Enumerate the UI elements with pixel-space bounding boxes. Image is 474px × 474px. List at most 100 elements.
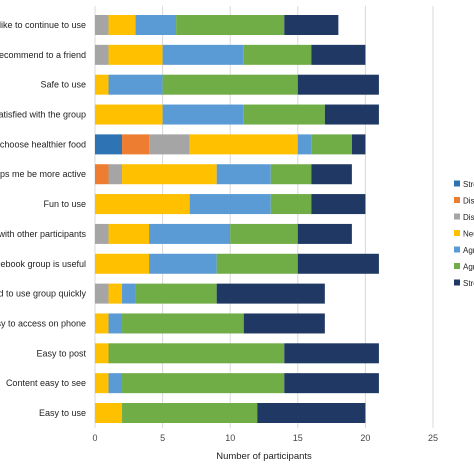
legend-label: Agre [463, 246, 474, 255]
bar-segment [216, 164, 271, 185]
bar-segment [257, 403, 366, 423]
bar-segment [297, 134, 312, 155]
legend-swatch [454, 197, 460, 203]
bar-segment [95, 223, 109, 244]
bar-segment [108, 223, 150, 244]
bar-segment [149, 134, 190, 155]
bar-segment [95, 194, 190, 215]
legend: Stro Disa Disa Neu Agre Agre Stro [454, 180, 474, 288]
bar-segment [230, 223, 298, 244]
bar-segment [95, 134, 123, 155]
bar-segment [189, 194, 271, 215]
bar-segment [108, 74, 163, 95]
bar-segment [216, 283, 325, 304]
category-label: Easy to post [36, 348, 86, 358]
bar-segment [95, 313, 109, 334]
bar-segment [311, 194, 366, 215]
bar-segment [270, 164, 312, 185]
bar-segment [149, 223, 231, 244]
bar-segment [108, 283, 123, 304]
bar-segment [351, 134, 366, 155]
category-labels: I like to continue to use recommend to a … [0, 20, 86, 418]
legend-label: Stro [463, 279, 474, 288]
bar-segment [108, 373, 123, 394]
category-label: e choose healthier food [0, 139, 86, 149]
category-label: Fun to use [43, 199, 86, 209]
bar-segment [122, 134, 150, 155]
bar-segment [297, 253, 379, 274]
bars [95, 15, 379, 423]
legend-label: Disa [463, 213, 474, 222]
bar-segment [95, 104, 163, 125]
bar-segment [243, 44, 312, 65]
bar-segment [311, 134, 352, 155]
bar-segment [162, 104, 244, 125]
category-label: recommend to a friend [0, 50, 86, 60]
category-label: Safe to use [40, 80, 86, 90]
legend-label: Disa [463, 197, 474, 206]
bar-segment [122, 164, 217, 185]
category-label: Satisfied with the group [0, 110, 86, 120]
legend-swatch [454, 246, 460, 253]
bar-segment [108, 44, 163, 65]
x-tick-label: 15 [293, 433, 303, 443]
bar-segment [135, 15, 177, 35]
bar-segment [122, 313, 244, 334]
legend-swatch [454, 230, 460, 236]
category-label: I like to continue to use [0, 20, 86, 30]
bar-segment [189, 134, 298, 155]
category-label: Easy to use [39, 408, 86, 418]
bar-segment [243, 313, 325, 334]
bar-segment [176, 15, 285, 35]
x-tick-labels: 0 5 10 15 20 25 [92, 433, 438, 443]
bar-segment [149, 253, 217, 274]
bar-segment [95, 403, 123, 423]
bar-segment [311, 44, 366, 65]
bar-segment [108, 343, 285, 364]
bar-segment [95, 74, 109, 95]
x-axis-title: Number of participants [216, 451, 312, 462]
bar-segment [284, 373, 379, 394]
bar-segment [108, 164, 123, 185]
legend-swatch [454, 263, 460, 269]
category-label: asy to access on phone [0, 318, 86, 328]
bar-segment [95, 343, 109, 364]
bar-segment [95, 373, 109, 394]
bar-segment [135, 283, 217, 304]
bar-segment [243, 104, 325, 125]
bar-segment [122, 373, 285, 394]
bar-segment [284, 343, 379, 364]
x-tick-label: 25 [428, 433, 438, 443]
legend-swatch [454, 279, 460, 286]
x-tick-label: 0 [92, 433, 97, 443]
bar-segment [122, 403, 258, 423]
bar-segment [216, 253, 298, 274]
bar-segment [284, 15, 339, 35]
bar-segment [108, 15, 136, 35]
category-label: ed to use group quickly [0, 289, 86, 299]
legend-label: Agre [463, 263, 474, 272]
category-label: with other participants [0, 229, 86, 239]
bar-segment [270, 194, 312, 215]
bar-segment [311, 164, 352, 185]
bar-segment [95, 164, 109, 185]
legend-swatch [454, 213, 460, 220]
legend-label: Stro [463, 180, 474, 189]
bar-segment [162, 74, 298, 95]
bar-segment [108, 313, 123, 334]
bar-segment [95, 15, 109, 35]
bar-segment [297, 74, 379, 95]
bar-segment [95, 44, 109, 65]
category-label: acebook group is useful [0, 259, 86, 269]
bar-segment [324, 104, 379, 125]
legend-label: Neu [463, 230, 474, 239]
category-label: elps me be more active [0, 169, 86, 179]
bar-segment [162, 44, 244, 65]
x-tick-label: 10 [225, 433, 235, 443]
legend-swatch [454, 180, 460, 187]
bar-segment [95, 253, 150, 274]
gridlines [94, 6, 434, 428]
bar-segment [297, 223, 352, 244]
category-label: Content easy to see [6, 378, 86, 388]
